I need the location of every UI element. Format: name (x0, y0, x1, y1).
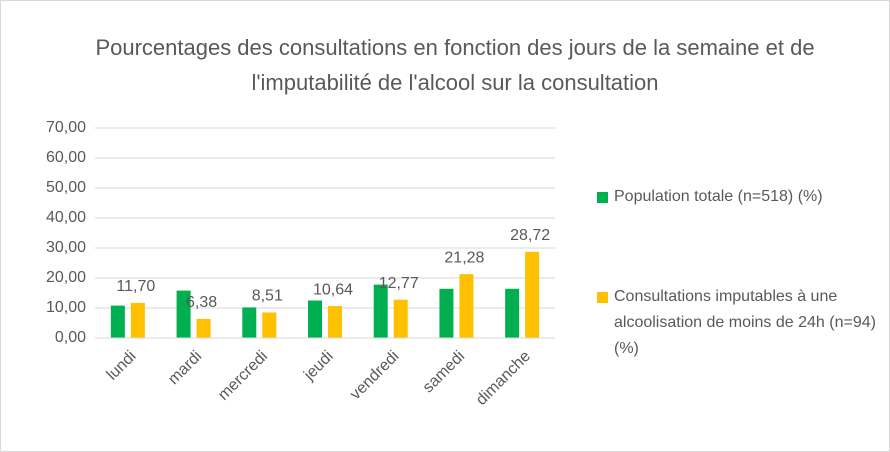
data-label: 12,77 (379, 275, 419, 292)
y-tick-label: 0,00 (55, 329, 86, 346)
bar (328, 306, 342, 338)
bar (308, 300, 322, 338)
x-tick-label: mercredi (215, 348, 271, 404)
y-tick-label: 70,00 (46, 119, 86, 136)
bar (505, 288, 520, 338)
bar (196, 318, 211, 338)
data-label: 28,72 (510, 227, 550, 244)
bar (176, 290, 191, 338)
bar (459, 274, 474, 338)
x-tick-label: samedi (420, 348, 469, 397)
y-tick-label: 20,00 (46, 269, 86, 286)
bar (262, 312, 277, 338)
bar (110, 305, 125, 338)
bar (130, 302, 145, 338)
data-label: 10,64 (313, 281, 353, 298)
x-tick-label: jeudi (300, 348, 337, 385)
bar (525, 251, 540, 338)
bar (373, 284, 388, 338)
bar (242, 307, 257, 338)
data-label: 11,70 (116, 278, 155, 295)
bar (439, 288, 454, 338)
y-tick-label: 10,00 (46, 299, 86, 316)
y-tick-label: 30,00 (46, 239, 86, 256)
x-tick-label: lundi (104, 348, 140, 384)
legend-swatch (597, 192, 608, 203)
y-tick-label: 40,00 (46, 209, 86, 226)
legend-swatch (597, 292, 608, 303)
y-tick-label: 50,00 (46, 179, 86, 196)
legend-label: Consultations imputables à une alcoolisa… (614, 288, 876, 357)
legend-label: Population totale (n=518) (%) (614, 188, 823, 205)
data-label: 6,38 (186, 294, 217, 311)
chart-title: Pourcentages des consultations en foncti… (95, 35, 815, 95)
y-tick-label: 60,00 (46, 149, 86, 166)
data-label: 21,28 (444, 249, 484, 266)
x-tick-label: dimanche (473, 348, 534, 409)
data-label: 8,51 (252, 288, 283, 305)
x-tick-label: mardi (165, 348, 205, 388)
x-tick-label: vendredi (347, 348, 402, 403)
bar (393, 299, 408, 338)
